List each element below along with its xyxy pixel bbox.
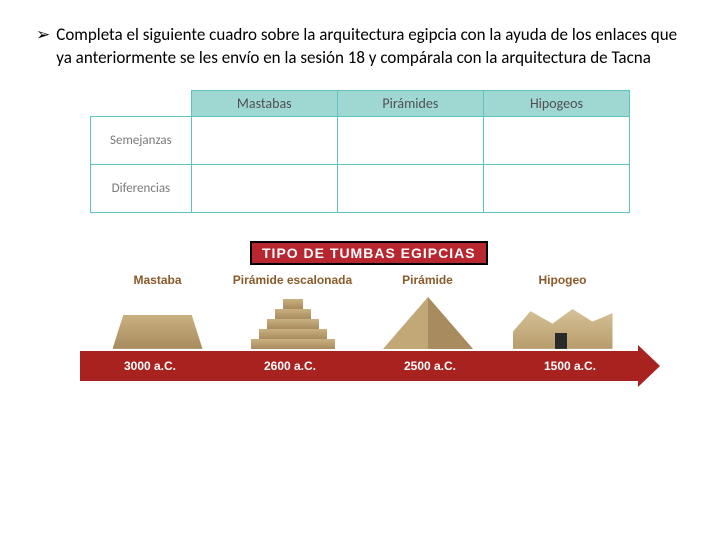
- hipogeo-shape: [495, 291, 630, 349]
- table-row: Diferencias: [91, 164, 630, 212]
- tomb-infographic: TIPO DE TUMBAS EGIPCIAS Mastaba Pirámide…: [80, 241, 640, 381]
- cell: [483, 164, 629, 212]
- cell: [337, 164, 483, 212]
- tomb-title: TIPO DE TUMBAS EGIPCIAS: [250, 241, 488, 265]
- timeline-date: 2600 a.C.: [220, 359, 360, 373]
- row-diferencias: Diferencias: [91, 164, 192, 212]
- timeline-date: 3000 a.C.: [80, 359, 220, 373]
- cell: [191, 116, 337, 164]
- table-corner: [91, 90, 192, 116]
- timeline-date: 2500 a.C.: [360, 359, 500, 373]
- bullet-icon: ➢: [36, 24, 50, 47]
- table-header-row: Mastabas Pirámides Hipogeos: [91, 90, 630, 116]
- tomb-label: Mastaba: [90, 273, 225, 287]
- timeline-date: 1500 a.C.: [500, 359, 640, 373]
- cell: [483, 116, 629, 164]
- col-piramides: Pirámides: [337, 90, 483, 116]
- col-mastabas: Mastabas: [191, 90, 337, 116]
- tomb-item: Pirámide escalonada: [225, 273, 360, 349]
- tomb-label: Pirámide escalonada: [225, 273, 360, 287]
- instruction-block: ➢ Completa el siguiente cuadro sobre la …: [36, 24, 684, 70]
- comparison-table: Mastabas Pirámides Hipogeos Semejanzas D…: [90, 90, 630, 213]
- instruction-text: Completa el siguiente cuadro sobre la ar…: [56, 24, 684, 70]
- cell: [191, 164, 337, 212]
- timeline-arrow: 3000 a.C. 2600 a.C. 2500 a.C. 1500 a.C.: [80, 351, 640, 381]
- pyramid-shape: [360, 291, 495, 349]
- tomb-item: Pirámide: [360, 273, 495, 349]
- tomb-item: Hipogeo: [495, 273, 630, 349]
- tomb-label: Pirámide: [360, 273, 495, 287]
- table-row: Semejanzas: [91, 116, 630, 164]
- row-semejanzas: Semejanzas: [91, 116, 192, 164]
- col-hipogeos: Hipogeos: [483, 90, 629, 116]
- tomb-labels-row: Mastaba Pirámide escalonada Pirámide Hip…: [80, 273, 640, 351]
- tomb-item: Mastaba: [90, 273, 225, 349]
- step-pyramid-shape: [225, 291, 360, 349]
- mastaba-shape: [90, 291, 225, 349]
- tomb-label: Hipogeo: [495, 273, 630, 287]
- cell: [337, 116, 483, 164]
